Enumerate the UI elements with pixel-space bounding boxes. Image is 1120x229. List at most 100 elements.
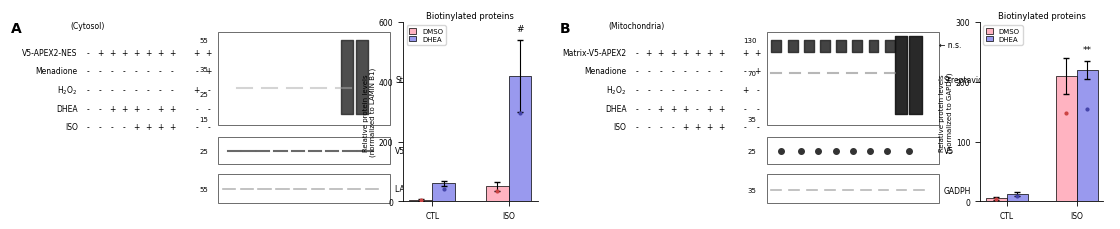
Text: -: - [696,86,699,95]
Bar [766,175,939,204]
Text: 130: 130 [744,38,757,44]
Text: -: - [660,86,662,95]
Text: -: - [123,123,125,132]
Text: -: - [207,86,211,95]
Text: -: - [683,67,687,76]
Text: -: - [635,123,638,132]
Bar [217,175,390,204]
Text: +: + [657,104,664,113]
Text: -: - [123,67,125,76]
Text: -: - [672,67,674,76]
Text: -: - [660,67,662,76]
Text: +: + [657,49,664,58]
Text: -: - [756,86,759,95]
Text: -: - [683,86,687,95]
Text: A: A [11,22,22,36]
Title: Biotinylated proteins: Biotinylated proteins [427,12,514,21]
Text: -: - [147,67,150,76]
Text: -: - [86,49,90,58]
Text: -: - [147,86,150,95]
Text: +: + [682,49,688,58]
Text: +: + [694,49,700,58]
Bar [1076,71,1098,202]
Bar [766,33,939,125]
Text: -: - [708,67,710,76]
Text: Streptavidin: Streptavidin [395,75,442,85]
Text: -: - [744,123,747,132]
Text: +: + [96,49,103,58]
Text: -: - [207,123,211,132]
Bar [409,200,432,202]
Text: #: # [516,25,524,34]
Text: (Mitochondria): (Mitochondria) [608,22,665,31]
Bar [766,138,939,164]
Text: -: - [171,86,174,95]
Text: -: - [99,67,101,76]
Text: -: - [696,67,699,76]
Text: -: - [99,104,101,113]
Text: +: + [169,123,176,132]
Text: +: + [694,123,700,132]
Text: 35: 35 [748,116,757,122]
Text: ISO: ISO [614,123,626,132]
Text: 70: 70 [748,71,757,77]
Legend: DMSO, DHEA: DMSO, DHEA [407,26,446,45]
Text: -: - [195,104,198,113]
Text: +: + [755,49,760,58]
Text: -: - [195,67,198,76]
Text: -: - [647,86,650,95]
Text: H$_2$O$_2$: H$_2$O$_2$ [606,84,626,96]
Text: DHEA: DHEA [56,104,77,113]
Text: +: + [194,86,199,95]
Text: V5: V5 [944,147,954,155]
Text: 25: 25 [748,148,757,154]
Y-axis label: Relative protein levels
(normalized to LAMIN B1): Relative protein levels (normalized to L… [363,68,376,157]
Text: ← n.s.: ← n.s. [939,40,961,49]
Bar [508,76,532,202]
Text: +: + [670,49,676,58]
Text: +: + [169,49,176,58]
Text: Streptavidin: Streptavidin [944,75,991,85]
Text: -: - [635,67,638,76]
Text: -: - [86,104,90,113]
Text: -: - [647,67,650,76]
Text: V5-APEX2-NES: V5-APEX2-NES [22,49,77,58]
Text: B: B [560,22,570,36]
Text: -: - [660,123,662,132]
Text: Menadione: Menadione [585,67,626,76]
Text: +: + [743,49,748,58]
Text: -: - [159,67,161,76]
Y-axis label: Relative protein levels
(normalized to GAPDH): Relative protein levels (normalized to G… [940,72,953,152]
Text: -: - [635,86,638,95]
Text: +: + [121,49,128,58]
Text: -: - [86,123,90,132]
Text: +: + [706,49,712,58]
Text: GADPH: GADPH [944,186,971,195]
Text: -: - [111,86,113,95]
Text: +: + [682,123,688,132]
Text: +: + [157,49,164,58]
Text: (Cytosol): (Cytosol) [71,22,105,31]
Text: 35: 35 [199,67,208,73]
Text: +: + [194,49,199,58]
Text: +: + [121,104,128,113]
Text: -: - [672,123,674,132]
Text: 25: 25 [199,91,208,97]
Text: +: + [743,86,748,95]
Text: -: - [744,67,747,76]
Text: -: - [111,67,113,76]
Text: +: + [755,67,760,76]
Text: +: + [146,123,151,132]
Text: 15: 15 [199,116,208,122]
Bar [432,184,455,202]
Legend: DMSO, DHEA: DMSO, DHEA [983,26,1023,45]
Text: ISO: ISO [65,123,77,132]
Text: -: - [195,123,198,132]
Text: 55: 55 [199,38,208,44]
Text: +: + [157,123,164,132]
Text: -: - [708,86,710,95]
Text: +: + [133,123,139,132]
Text: -: - [86,67,90,76]
Text: -: - [720,67,722,76]
Text: -: - [159,86,161,95]
